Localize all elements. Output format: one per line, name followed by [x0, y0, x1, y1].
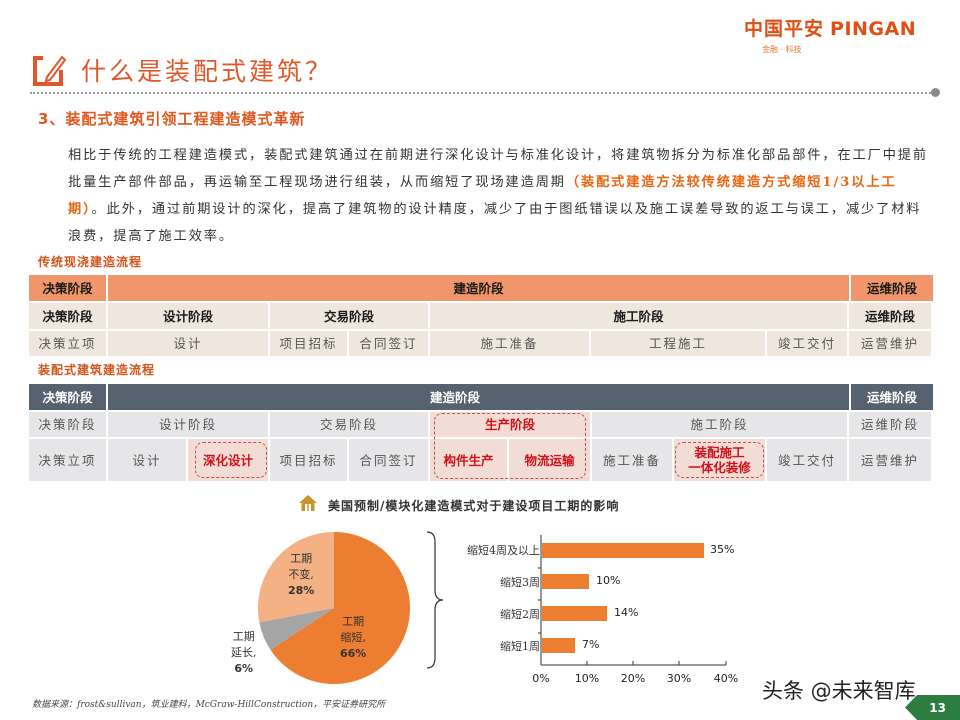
table-cell: 决策阶段: [29, 275, 106, 301]
table-cell: 交易阶段: [270, 412, 428, 437]
bar-value: 10%: [596, 574, 621, 587]
table-cell: 合同签订: [349, 331, 428, 356]
edit-icon: [33, 53, 67, 87]
table-cell-highlight: 深化设计: [188, 439, 268, 481]
table-cell: 竣工交付: [767, 439, 847, 481]
bar-value: 7%: [582, 638, 600, 651]
table-cell: 项目招标: [270, 439, 347, 481]
x-axis-tick: 0%: [532, 672, 550, 685]
table-cell: 施工准备: [430, 331, 589, 356]
divider: [30, 92, 934, 94]
table-cell: 施工准备: [592, 439, 672, 481]
logo-cn: 中国平安: [744, 18, 825, 40]
table-row: 决策立项 设计 深化设计 项目招标 合同签订 构件生产 物流运输 施工准备 装配…: [29, 439, 933, 481]
table-cell: 竣工交付: [767, 331, 847, 356]
table-cell: 交易阶段: [270, 303, 428, 329]
table-row: 决策阶段 建造阶段 运维阶段: [29, 384, 933, 410]
bar-4-weeks-plus: [542, 543, 704, 558]
pingan-logo: 中国平安 PINGAN 金融 · 科技: [744, 14, 944, 54]
chart-title-text: 美国预制/模块化建造模式对于建设项目工期的影响: [328, 498, 620, 513]
table-cell: 决策阶段: [29, 412, 106, 437]
table-cell-highlight: 生产阶段: [430, 412, 590, 437]
table-cell: 运维阶段: [851, 275, 933, 301]
pie-slice-extend: [259, 608, 334, 650]
section-subtitle: 3、装配式建筑引领工程建造模式革新: [38, 110, 306, 128]
bar-3-weeks: [542, 574, 589, 589]
table-cell: 设计: [108, 331, 268, 356]
table-row: 决策阶段 设计阶段 交易阶段 施工阶段 运维阶段: [29, 303, 933, 329]
table-row: 决策阶段 建造阶段 运维阶段: [29, 275, 933, 301]
bar-category-label: 缩短2周: [500, 608, 540, 621]
table-cell: 工程施工: [591, 331, 765, 356]
bar-2-weeks: [542, 606, 607, 621]
bar-value: 35%: [710, 543, 735, 556]
cell-line: 一体化装修: [688, 460, 751, 475]
page-header: 什么是装配式建筑？: [33, 52, 333, 88]
table-cell: 决策阶段: [29, 384, 106, 410]
bar-chart-axes: [538, 535, 727, 666]
pie-label-unchanged: 工期 不变, 28%: [288, 552, 315, 597]
pie-slice-shorten: [270, 532, 410, 684]
logo-tagline: 金融 · 科技: [762, 45, 802, 54]
bar-category-label: 缩短1周: [500, 640, 540, 653]
intro-paragraph: 相比于传统的工程建造模式，装配式建筑通过在前期进行深化设计与标准化设计，将建筑物…: [68, 142, 930, 250]
table-row: 决策阶段 设计阶段 交易阶段 生产阶段 施工阶段 运维阶段: [29, 412, 933, 437]
watermark: 头条 @未来智库: [762, 679, 916, 703]
prefab-flow-label: 装配式建筑建造流程: [38, 363, 156, 377]
pie-label-shorten: 工期 缩短, 66%: [340, 615, 367, 660]
bar-1-week: [542, 638, 575, 653]
data-source: 数据来源：frost&sullivan，筑业建科，McGraw-HillCons…: [32, 700, 386, 710]
pie-label-extend: 工期 延长, 6%: [231, 630, 257, 675]
x-axis-tick: 10%: [574, 672, 600, 685]
bar-chart: 缩短4周及以上 缩短3周 缩短2周 缩短1周 35% 10% 14% 7% 0%…: [440, 530, 740, 690]
table-cell: 运营维护: [849, 331, 931, 356]
x-axis-tick: 20%: [620, 672, 646, 685]
paragraph-highlight: （装配式建造方法较传统建造方式缩短1/3以上工期）: [68, 175, 897, 217]
x-axis-tick: 30%: [666, 672, 692, 685]
paragraph-text-end: 。此外，通过前期设计的深化，提高了建筑物的设计精度，减少了由于图纸错误以及施工误…: [68, 202, 922, 244]
bar-category-label: 缩短3周: [500, 576, 540, 589]
table-cell: 运维阶段: [849, 412, 931, 437]
table-cell-highlight: 装配施工 一体化装修: [674, 439, 765, 481]
table-cell: 建造阶段: [108, 384, 849, 410]
pie-slice-unchanged: [257, 532, 334, 623]
page-title: 什么是装配式建筑？: [81, 57, 334, 86]
divider-end-dot: [931, 88, 940, 97]
table-cell: 设计阶段: [108, 303, 268, 329]
table-cell: 运维阶段: [851, 384, 933, 410]
traditional-flow-label: 传统现浇建造流程: [38, 255, 143, 269]
brace-connector: [425, 530, 447, 670]
bar-category-label: 缩短4周及以上: [467, 544, 540, 557]
table-cell: 决策阶段: [29, 303, 106, 329]
logo-text: 中国平安 PINGAN: [744, 14, 944, 41]
paragraph-text: 相比于传统的工程建造模式，装配式建筑通过在前期进行深化设计与标准化设计，将建筑物…: [68, 148, 928, 190]
chart-title: 美国预制/模块化建造模式对于建设项目工期的影响: [298, 494, 619, 516]
table-cell: 决策立项: [29, 331, 106, 356]
table-cell: 施工阶段: [592, 412, 847, 437]
table-cell: 运维阶段: [849, 303, 931, 329]
table-cell-highlight: 物流运输: [509, 439, 590, 481]
table-cell: 设计阶段: [108, 412, 268, 437]
table-cell: 运营维护: [849, 439, 931, 481]
table-cell: 设计: [108, 439, 186, 481]
logo-en: PINGAN: [830, 18, 917, 40]
table-cell-highlight: 构件生产: [430, 439, 507, 481]
table-row: 决策立项 设计 项目招标 合同签订 施工准备 工程施工 竣工交付 运营维护: [29, 331, 933, 356]
table-cell: 施工阶段: [430, 303, 847, 329]
table-cell: 决策立项: [29, 439, 106, 481]
x-axis-tick: 40%: [713, 672, 739, 685]
house-icon: [298, 494, 318, 516]
table-cell: 项目招标: [270, 331, 347, 356]
cell-line: 装配施工: [694, 445, 745, 460]
table-cell: 建造阶段: [108, 275, 849, 301]
table-cell: 合同签订: [349, 439, 428, 481]
bar-value: 14%: [614, 606, 639, 619]
pie-chart: [257, 532, 410, 684]
page-number: 13: [905, 695, 960, 720]
